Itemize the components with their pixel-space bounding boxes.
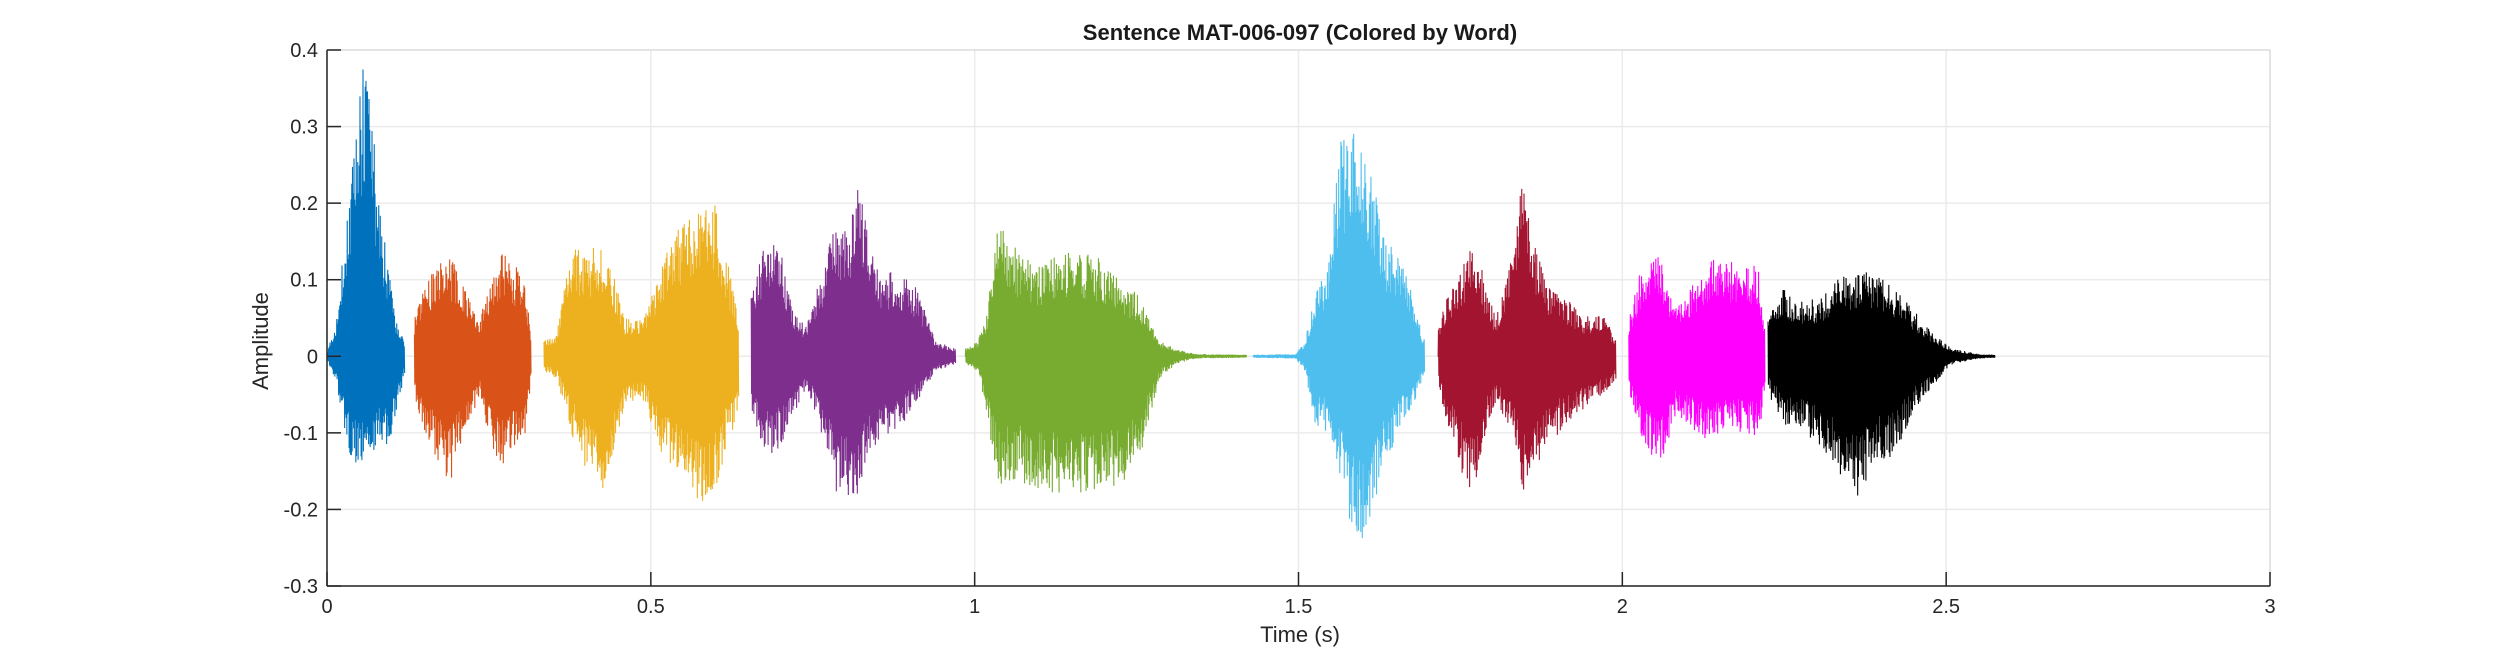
x-axis-label: Time (s)	[1260, 622, 1340, 647]
y-tick-label: 0.1	[290, 270, 318, 292]
chart-title: Sentence MAT-006-097 (Colored by Word)	[1083, 20, 1517, 45]
waveform-word-8	[1628, 257, 1766, 458]
waveform-word-2	[413, 254, 532, 478]
waveform-series	[326, 69, 1996, 539]
y-tick-label: 0	[307, 346, 318, 368]
x-tick-label: 3	[2264, 596, 2275, 618]
y-tick-labels: -0.3 -0.2 -0.1 0 0.1 0.2 0.3 0.4	[284, 40, 318, 598]
x-tick-label: 2	[1617, 596, 1628, 618]
y-tick-label: 0.2	[290, 193, 318, 215]
y-tick-label: -0.3	[284, 576, 318, 598]
y-tick-label: 0.4	[290, 40, 318, 62]
x-tick-label: 2.5	[1932, 596, 1960, 618]
axes	[326, 49, 2271, 587]
waveform-word-4	[750, 189, 957, 495]
y-tick-label: -0.1	[284, 423, 318, 445]
x-tick-label: 0.5	[637, 596, 665, 618]
y-axis-label: Amplitude	[248, 292, 273, 390]
waveform-word-3	[543, 205, 740, 501]
waveform-word-9	[1767, 272, 1996, 496]
x-tick-label: 0	[321, 596, 332, 618]
y-tick-label: 0.3	[290, 117, 318, 139]
waveform-word-5	[964, 230, 1248, 493]
y-tick-label: -0.2	[284, 499, 318, 521]
waveform-word-1	[326, 69, 406, 463]
x-tick-label: 1	[969, 596, 980, 618]
waveform-word-6	[1252, 133, 1426, 539]
waveform-word-7	[1437, 188, 1617, 490]
x-tick-label: 1.5	[1285, 596, 1313, 618]
x-tick-labels: 0 0.5 1 1.5 2 2.5 3	[321, 596, 2275, 618]
